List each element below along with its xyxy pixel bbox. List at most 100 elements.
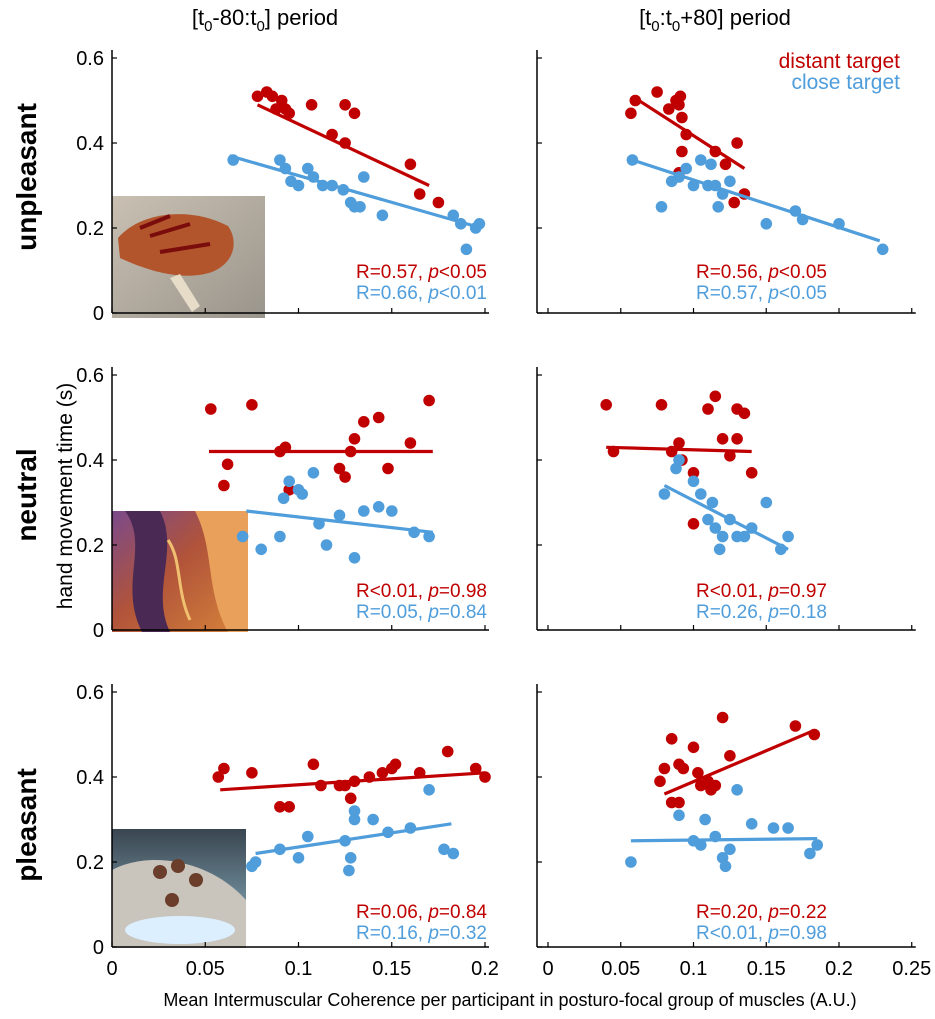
stat-label-distant: R<0.01, p=0.97 [696,581,827,602]
data-point-close [724,175,736,188]
row-label-pleasant: pleasant [11,768,42,882]
data-point-distant [654,775,666,788]
data-point-distant [413,188,426,200]
regression-line-distant [663,728,815,796]
data-point-distant [333,462,346,475]
data-point-close [804,847,816,860]
data-point-distant [716,711,729,724]
data-point-close [348,805,361,817]
y-tick-label: 0.4 [76,133,104,155]
data-point-close [348,813,361,826]
row-label-neutral: neutral [11,448,42,541]
regression-line-distant [256,103,430,187]
data-point-close [292,852,305,864]
data-point-close [354,201,366,213]
data-point-close [782,530,794,543]
data-point-distant [745,467,758,479]
data-point-distant [218,479,230,492]
data-point-distant [738,407,751,420]
data-point-distant [600,399,612,411]
y-tick-label: 0 [93,620,104,642]
panel-unpleasant-post: R=0.56, p<0.05R=0.57, p<0.05 [536,50,916,314]
data-point-distant [307,758,320,771]
data-point-distant [246,399,258,411]
regression-line-distant [220,771,486,792]
data-point-close [625,856,637,868]
data-point-close [376,209,389,222]
data-point-close [296,488,309,500]
x-axis-label: Mean Intermuscular Coherence per partici… [163,990,856,1010]
data-point-distant [382,462,394,475]
data-point-distant [724,750,736,762]
data-point-distant [674,90,687,103]
stat-label-close: R=0.57, p<0.05 [696,283,827,304]
data-point-close [372,501,385,513]
data-point-distant [665,796,678,809]
data-point-close [673,454,685,466]
panel-neutral-pre: 0 0.2 0.4 0.6 R<0.01, p=0.98R=0.05, p=0.84 [76,365,489,642]
data-point-distant [339,99,351,111]
y-tick-label: 0 [93,303,104,325]
x-tick-label: 0.1 [285,958,313,980]
data-point-close [423,784,435,796]
stat-label-distant: R<0.01, p=0.98 [356,581,487,602]
data-point-close [705,158,717,171]
data-point-distant [441,745,454,758]
data-point-close [760,218,773,230]
data-point-distant [423,394,435,407]
stat-label-distant: R=0.06, p=0.84 [356,902,487,923]
data-point-distant [677,762,690,775]
regression-line-close [630,837,818,843]
data-point-distant [218,762,230,775]
data-point-distant [665,733,678,745]
data-point-close [358,505,370,517]
data-point-distant [731,137,743,149]
stat-label-close: R=0.05, p=0.84 [356,602,487,623]
data-point-distant [358,416,370,428]
data-point-distant [205,403,217,415]
x-tick-label: 0.15 [747,958,786,980]
data-point-close [745,818,758,830]
legend-close-target: close target [791,71,900,94]
data-point-close [307,467,320,479]
y-tick-label: 0.6 [76,365,104,387]
data-point-distant [663,103,675,115]
regression-line-close [631,158,881,243]
legend-distant-target: distant target [779,50,901,73]
data-point-close [709,522,722,534]
y-axis-label: hand movement time (s) [54,383,77,609]
data-point-close [249,856,262,868]
data-point-distant [724,450,736,462]
water-slide-photo-icon [112,829,246,948]
data-point-distant [283,107,296,120]
x-tick-label: 0.2 [471,958,499,980]
y-tick-label: 0 [93,937,104,959]
data-point-close [731,784,743,796]
stat-label-close: R=0.16, p=0.32 [356,923,487,944]
data-point-close [695,839,707,851]
data-point-distant [687,741,700,754]
y-tick-label: 0.4 [76,450,104,472]
data-point-distant [305,99,318,111]
x-tick-label: 0.15 [372,958,411,980]
data-point-distant [702,403,714,415]
regression-line-close [663,484,789,551]
data-point-distant [658,762,671,775]
data-point-close [344,852,357,864]
data-point-close [274,154,286,166]
data-point-distant [673,437,685,449]
data-point-close [236,530,249,543]
data-point-close [680,162,692,175]
stat-label-distant: R=0.56, p<0.05 [696,262,827,283]
data-point-close [767,822,780,834]
stat-label-distant: R=0.57, p<0.05 [356,262,487,283]
data-point-distant [676,145,688,158]
data-point-close [333,509,346,522]
regression-line-close [229,154,482,230]
data-point-distant [731,433,743,445]
data-point-close [658,488,671,500]
x-tick-label: 0.1 [680,958,708,980]
data-point-close [386,505,398,517]
data-point-distant [404,437,417,449]
